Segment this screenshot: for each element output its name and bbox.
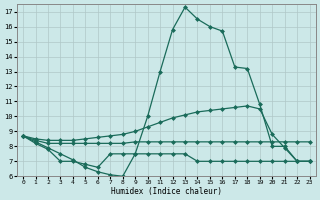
X-axis label: Humidex (Indice chaleur): Humidex (Indice chaleur) bbox=[111, 187, 222, 196]
